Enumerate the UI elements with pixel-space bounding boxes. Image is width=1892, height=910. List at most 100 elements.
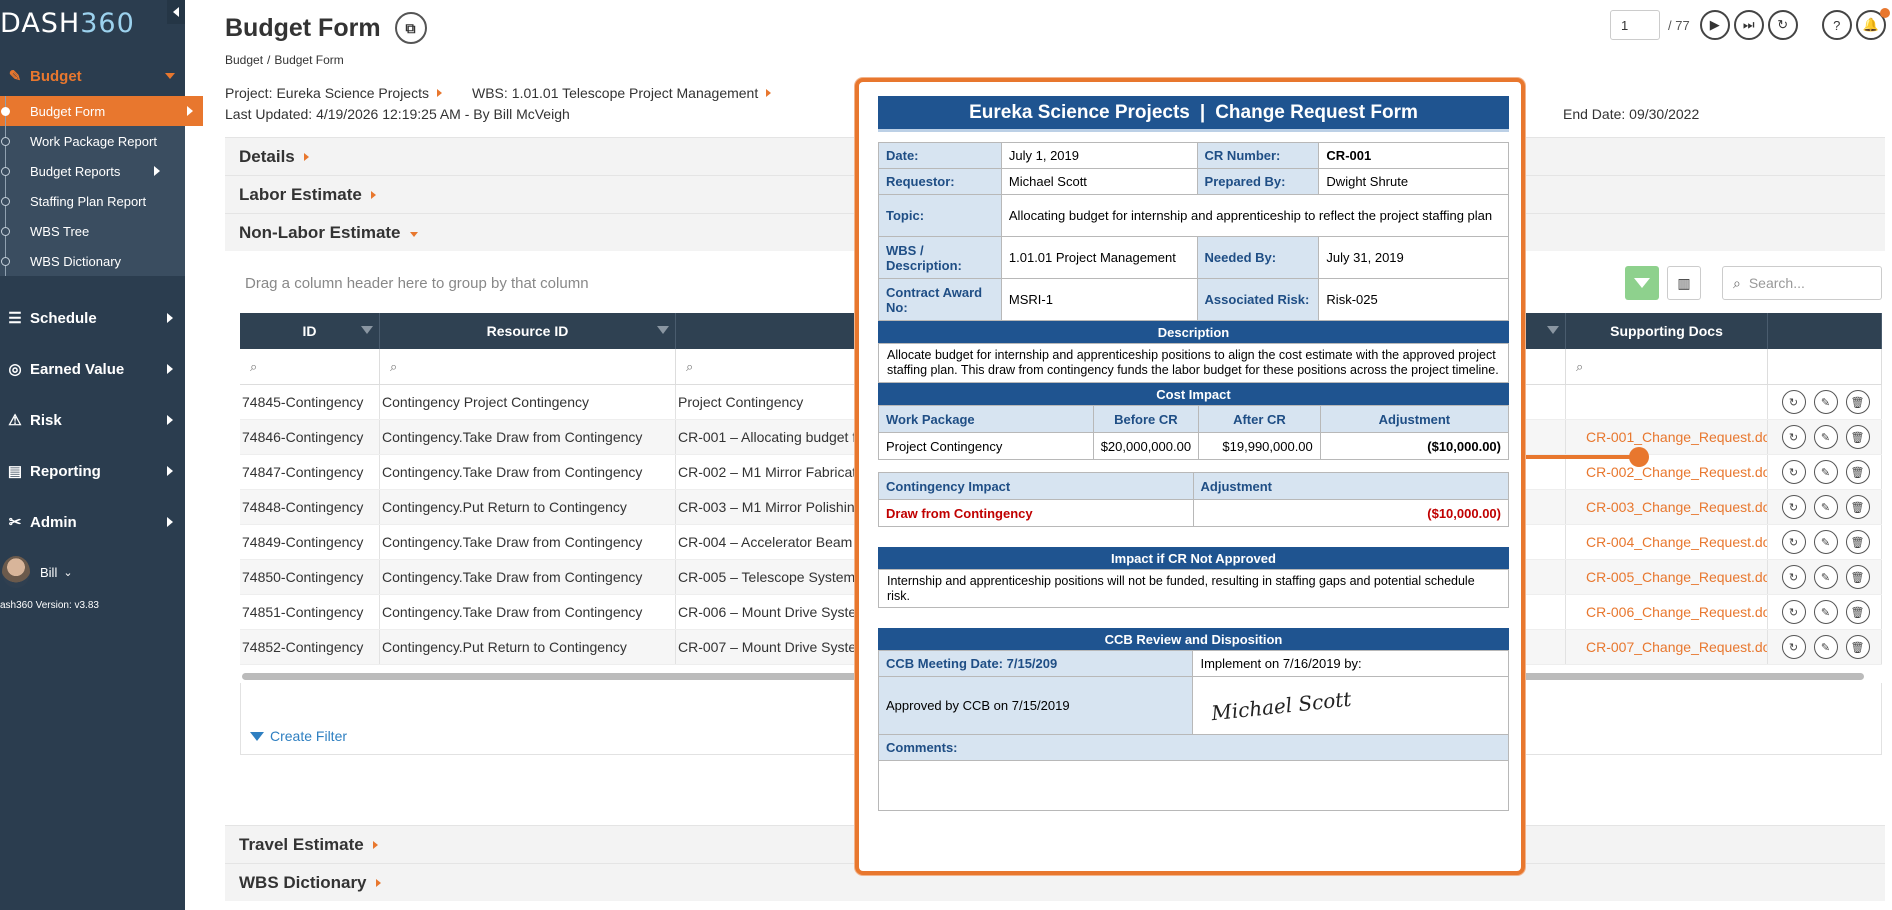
sidebar-item-budget-reports[interactable]: Budget Reports [0, 156, 185, 186]
filter-cell-description[interactable]: ⌕ [676, 349, 1566, 384]
delete-icon[interactable]: 🗑 [1845, 495, 1870, 519]
delete-icon[interactable]: 🗑 [1845, 425, 1870, 449]
notifications-button[interactable]: 🔔 [1855, 8, 1890, 40]
refresh-row-icon[interactable]: ↻ [1781, 425, 1806, 449]
last-record-button[interactable]: ⏭ [1733, 10, 1764, 40]
nav-reporting[interactable]: ▤ Reporting [0, 449, 185, 493]
doc-link[interactable]: CR-002_Change_Request.docx [1566, 455, 1768, 489]
edit-icon[interactable]: ✎ [1813, 635, 1838, 659]
edit-icon[interactable]: ✎ [1813, 425, 1838, 449]
edit-icon[interactable]: ✎ [1813, 565, 1838, 589]
refresh-row-icon[interactable]: ↻ [1781, 530, 1806, 554]
group-drop-zone[interactable]: Drag a column header here to group by th… [245, 275, 589, 292]
bullet-icon [1, 257, 10, 266]
edit-icon[interactable]: ✎ [1813, 390, 1838, 414]
chevron-right-icon [372, 840, 378, 849]
sidebar-item-staffing-plan-report[interactable]: Staffing Plan Report [0, 186, 185, 216]
sidebar-item-work-package-report[interactable]: Work Package Report [0, 126, 185, 156]
chevron-right-icon [375, 878, 381, 887]
change-request-preview: Eureka Science Projects | Change Request F… [855, 78, 1525, 875]
doc-link[interactable]: CR-005_Change_Request.docx [1566, 560, 1768, 594]
delete-icon[interactable]: 🗑 [1845, 530, 1870, 554]
delete-icon[interactable]: 🗑 [1845, 390, 1870, 414]
column-header-id[interactable]: ID [240, 313, 380, 349]
cr-contingency-table: Contingency Impact Adjustment Draw from … [878, 472, 1509, 527]
delete-icon[interactable]: 🗑 [1845, 600, 1870, 624]
breadcrumb-budget[interactable]: Budget [225, 53, 264, 67]
doc-link[interactable]: CR-006_Change_Request.docx [1566, 595, 1768, 629]
filter-icon[interactable] [361, 326, 373, 334]
table-row[interactable]: 74849-Contingency Contingency.Take Draw f… [240, 525, 1882, 560]
breadcrumb-budget-form[interactable]: Budget Form [274, 53, 344, 67]
table-row[interactable]: 74851-Contingency Contingency.Take Draw f… [240, 595, 1882, 630]
cr-cost-table: Work Package Before CR After CR Adjustme… [878, 405, 1510, 460]
record-pager: 1 / 77 ▶ ⏭ ↻ ? 🔔 [1610, 8, 1890, 40]
refresh-button[interactable]: ↻ [1767, 10, 1798, 40]
chevron-down-icon [165, 73, 175, 79]
refresh-row-icon[interactable]: ↻ [1781, 495, 1806, 519]
column-chooser-button[interactable]: ▥ [1667, 266, 1701, 300]
sidebar-item-wbs-dictionary[interactable]: WBS Dictionary [0, 246, 185, 276]
doc-link[interactable]: CR-003_Change_Request.docx [1566, 490, 1768, 524]
filter-icon[interactable] [657, 326, 669, 334]
sidebar-item-budget-form[interactable]: Budget Form [0, 96, 203, 126]
page-total: / 77 [1668, 17, 1690, 33]
nav-schedule[interactable]: ☰ Schedule [0, 296, 185, 340]
sidebar-item-wbs-tree[interactable]: WBS Tree [0, 216, 185, 246]
earned-value-icon: ◎ [8, 361, 22, 378]
chevron-right-icon [154, 166, 160, 176]
filter-toggle-button[interactable] [1625, 266, 1659, 300]
refresh-row-icon[interactable]: ↻ [1781, 565, 1806, 589]
user-menu[interactable]: Bill ⌄ [0, 556, 73, 588]
filter-icon[interactable] [1547, 326, 1559, 334]
nav-budget-label: Budget [30, 67, 82, 85]
chevron-right-icon [167, 364, 173, 374]
search-icon: ⌕ [1576, 358, 1584, 374]
delete-icon[interactable]: 🗑 [1845, 460, 1870, 484]
chevron-right-icon [167, 415, 173, 425]
create-filter-link[interactable]: Create Filter [250, 728, 347, 744]
edit-icon[interactable]: ✎ [1813, 530, 1838, 554]
table-row[interactable]: 74847-Contingency Contingency.Take Draw f… [240, 455, 1882, 490]
nav-budget[interactable]: ✎ Budget [0, 54, 185, 98]
grid-search-input[interactable]: ⌕ Search... [1722, 266, 1882, 300]
search-icon: ⌕ [686, 358, 694, 374]
delete-icon[interactable]: 🗑 [1845, 565, 1870, 589]
sidebar: DASH360 ✎ Budget Budget Form Work Packag… [0, 0, 203, 910]
edit-icon[interactable]: ✎ [1813, 495, 1838, 519]
page-number-input[interactable]: 1 [1610, 10, 1660, 40]
nav-risk[interactable]: ⚠ Risk [0, 398, 185, 442]
cr-ccb-table: CCB Meeting Date: 7/15/209 Implement on … [877, 650, 1509, 811]
edit-icon[interactable]: ✎ [1813, 460, 1838, 484]
filter-cell-id[interactable]: ⌕ [240, 349, 380, 384]
column-header-resource-id[interactable]: Resource ID [380, 313, 676, 349]
cr-description: Allocate budget for internship and appre… [878, 343, 1509, 383]
filter-cell-resource[interactable]: ⌕ [380, 349, 676, 384]
copy-icon[interactable]: ⧉ [394, 12, 427, 44]
sidebar-collapse-button[interactable] [167, 0, 185, 24]
tools-icon: ✂ [8, 514, 22, 531]
cr-impact-header: Impact if CR Not Approved [878, 547, 1509, 569]
chevron-right-icon [303, 152, 309, 161]
delete-icon[interactable]: 🗑 [1845, 635, 1870, 659]
refresh-row-icon[interactable]: ↻ [1781, 390, 1806, 414]
next-record-button[interactable]: ▶ [1699, 10, 1730, 40]
column-header-description[interactable] [676, 313, 1566, 349]
help-button[interactable]: ? [1821, 10, 1852, 40]
edit-icon[interactable]: ✎ [1813, 600, 1838, 624]
app-logo[interactable]: DASH360 [0, 8, 135, 39]
refresh-row-icon[interactable]: ↻ [1781, 460, 1806, 484]
chevron-right-icon[interactable] [766, 89, 772, 97]
filter-cell-docs[interactable]: ⌕ [1566, 349, 1768, 384]
refresh-row-icon[interactable]: ↻ [1781, 600, 1806, 624]
chevron-right-icon[interactable] [437, 89, 442, 97]
doc-link[interactable]: CR-004_Change_Request.docx [1566, 525, 1768, 559]
refresh-row-icon[interactable]: ↻ [1781, 635, 1806, 659]
nav-admin[interactable]: ✂ Admin [0, 500, 185, 544]
doc-link[interactable]: CR-007_Change_Request.docx [1566, 630, 1768, 664]
doc-link[interactable]: CR-001_Change_Request.docx [1566, 420, 1768, 454]
nav-earned-value[interactable]: ◎ Earned Value [0, 347, 185, 391]
chevron-right-icon [370, 190, 376, 199]
column-header-supporting-docs[interactable]: Supporting Docs [1566, 313, 1768, 349]
bullet-icon [1, 107, 10, 116]
